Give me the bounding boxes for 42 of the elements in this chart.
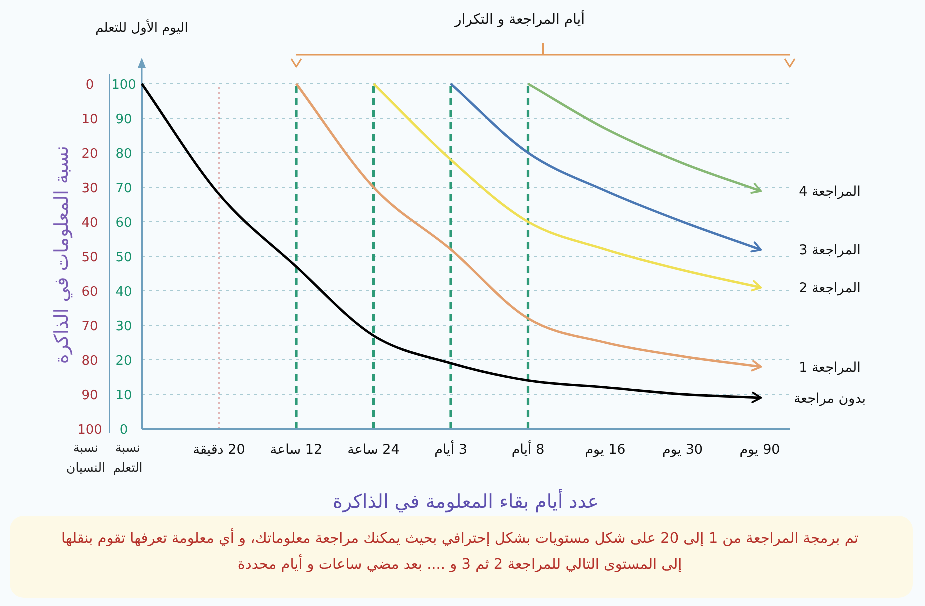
x-tick-label: 16 يوم bbox=[585, 442, 626, 458]
x-tick-label: 24 ساعة bbox=[348, 442, 400, 458]
y2-tick-label: 80 bbox=[82, 354, 98, 369]
y-tick-label: 30 bbox=[116, 320, 132, 334]
y2-tick-label: 10 bbox=[82, 112, 98, 128]
y2-tick-label: 90 bbox=[82, 388, 98, 404]
x-tick-label: 3 أيام bbox=[434, 440, 468, 458]
text: تم برمجة المراجعة من 1 إلى 20 على شكل مستويات بشكل إحترافي بحيث يمكنك مراجعة معلوماتك، و أي معلومة تعرفها تقوم بنقلها إلى المستوى التالي للمراجعة 2 ثم 3 و .... بعد مضي ساعات و أيام محددة bbox=[60, 528, 860, 575]
text: المراجعة 3 bbox=[799, 242, 861, 259]
y-tick-label: 80 bbox=[116, 147, 132, 162]
y-tick-label: 70 bbox=[116, 182, 132, 196]
text: نسبة المعلومات في الذاكرة bbox=[51, 146, 73, 364]
x-tick-label: 90 يوم bbox=[740, 442, 780, 458]
y2-tick-label: 0 bbox=[86, 78, 94, 93]
text: اليوم الأول للتعلم bbox=[96, 19, 188, 36]
y2-tick-label: 60 bbox=[82, 285, 98, 300]
y-axis-title: نسبة التعلم bbox=[112, 439, 144, 477]
y2-tick-label: 40 bbox=[82, 216, 98, 231]
x-tick-label: 20 دقيقة bbox=[193, 442, 246, 458]
x-tick-label: 8 أيام bbox=[512, 440, 545, 458]
text: المراجعة 4 bbox=[799, 184, 861, 200]
text: المراجعة 1 bbox=[799, 360, 861, 376]
text: أيام المراجعة و التكرار bbox=[454, 10, 586, 28]
y-tick-label: 0 bbox=[120, 423, 128, 438]
x-tick-label: 12 ساعة bbox=[270, 442, 323, 458]
y-tick-label: 50 bbox=[116, 250, 132, 266]
y-tick-label: 90 bbox=[116, 112, 132, 128]
x-tick-label: 30 يوم bbox=[662, 442, 704, 458]
x-axis-title: عدد أيام بقاء المعلومة في الذاكرة bbox=[332, 489, 600, 513]
text: المراجعة 2 bbox=[799, 280, 861, 297]
y2-tick-label: 20 bbox=[82, 147, 98, 162]
y2-axis-title: نسبة النسيان bbox=[66, 439, 106, 477]
y2-tick-label: 30 bbox=[82, 182, 98, 196]
y-tick-label: 100 bbox=[112, 78, 136, 93]
y2-tick-label: 100 bbox=[78, 423, 102, 438]
y2-tick-label: 50 bbox=[82, 250, 98, 266]
y-tick-label: 20 bbox=[116, 354, 132, 369]
y-tick-label: 60 bbox=[116, 216, 132, 231]
y-tick-label: 10 bbox=[116, 388, 132, 404]
text: بدون مراجعة bbox=[794, 390, 866, 407]
y2-tick-label: 70 bbox=[82, 320, 98, 334]
y-tick-label: 40 bbox=[116, 285, 132, 300]
